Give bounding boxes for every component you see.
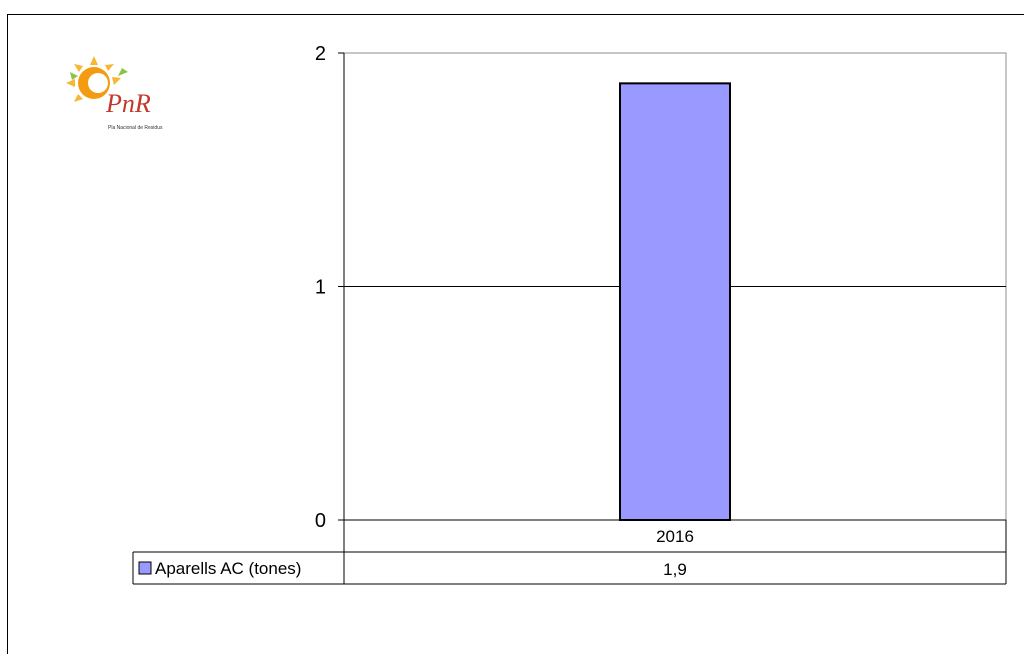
- y-tick-label: 2: [315, 43, 326, 65]
- y-tick-label: 1: [315, 277, 326, 299]
- logo-caption: Pla Nacional de Residus: [108, 125, 163, 131]
- data-label: 1,9: [663, 560, 687, 579]
- legend-key: [138, 561, 152, 575]
- pnr-logo: PnR: [56, 50, 176, 135]
- plot-area: 0 1 2 2016 Aparells AC (tones) 1,9: [132, 43, 1007, 585]
- logo-text: PnR: [105, 89, 151, 118]
- bar: [619, 82, 731, 521]
- y-tick-label: 0: [315, 510, 326, 532]
- bar-chart: 0 1 2 2016 Aparells AC (tones) 1,9: [132, 43, 1007, 585]
- x-tick-label: 2016: [656, 527, 694, 546]
- sun-icon: [66, 56, 128, 102]
- page-frame: [7, 14, 1024, 654]
- legend-label: Aparells AC (tones): [155, 559, 301, 578]
